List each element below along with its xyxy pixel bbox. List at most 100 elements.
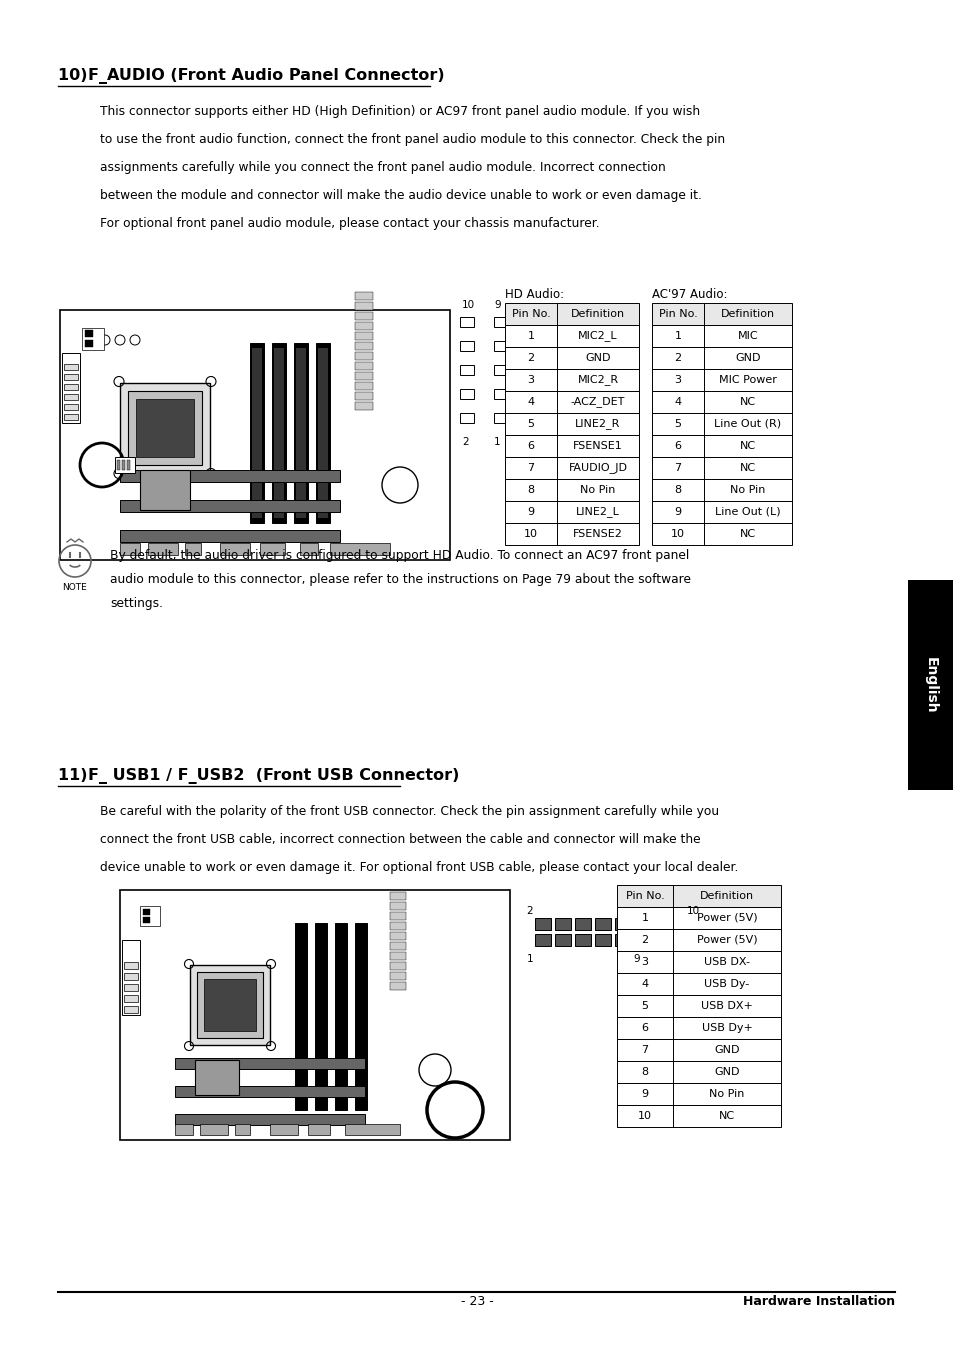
Bar: [355, 302, 373, 310]
Bar: [617, 1105, 781, 1127]
Text: MIC2_R: MIC2_R: [577, 375, 618, 386]
Text: No Pin: No Pin: [709, 1089, 744, 1099]
Text: 7: 7: [640, 1045, 648, 1055]
Bar: [120, 470, 339, 482]
Bar: [651, 435, 791, 458]
Text: 6: 6: [640, 1024, 648, 1033]
Text: English: English: [923, 657, 937, 714]
Bar: [200, 1124, 228, 1135]
Bar: [355, 393, 373, 399]
Text: No Pin: No Pin: [730, 485, 765, 496]
Text: 1: 1: [494, 437, 500, 447]
Text: NC: NC: [740, 529, 756, 539]
Text: Pin No.: Pin No.: [658, 309, 697, 320]
Bar: [355, 382, 373, 390]
Text: 5: 5: [527, 418, 534, 429]
Text: 10: 10: [461, 301, 475, 310]
Bar: [196, 972, 263, 1039]
Bar: [355, 372, 373, 380]
Bar: [575, 934, 590, 946]
Text: audio module to this connector, please refer to the instructions on Page 79 abou: audio module to this connector, please r…: [110, 573, 690, 586]
Text: FAUDIO_JD: FAUDIO_JD: [568, 463, 627, 474]
Bar: [390, 892, 406, 900]
Bar: [617, 995, 781, 1017]
Text: assignments carefully while you connect the front panel audio module. Incorrect : assignments carefully while you connect …: [100, 161, 665, 175]
Bar: [494, 389, 507, 399]
Bar: [64, 364, 78, 370]
Text: 1: 1: [640, 913, 648, 923]
Bar: [345, 1124, 399, 1135]
Bar: [575, 918, 590, 930]
Text: 8: 8: [674, 485, 680, 496]
Bar: [651, 501, 791, 523]
Bar: [85, 330, 92, 337]
Bar: [535, 934, 551, 946]
Bar: [555, 934, 571, 946]
Bar: [390, 961, 406, 969]
Text: Power (5V): Power (5V): [696, 913, 757, 923]
Bar: [64, 385, 78, 390]
Bar: [504, 435, 639, 458]
Text: NC: NC: [719, 1112, 735, 1121]
Bar: [494, 366, 507, 375]
Text: F_AUDIO (Front Audio Panel Connector): F_AUDIO (Front Audio Panel Connector): [88, 68, 444, 84]
Bar: [651, 391, 791, 413]
Text: Power (5V): Power (5V): [696, 936, 757, 945]
Bar: [190, 965, 270, 1045]
Text: This connector supports either HD (High Definition) or AC97 front panel audio mo: This connector supports either HD (High …: [100, 106, 700, 118]
Bar: [117, 460, 120, 470]
Bar: [617, 1083, 781, 1105]
Text: 8: 8: [527, 485, 534, 496]
Bar: [355, 922, 367, 1110]
Bar: [62, 352, 80, 422]
Text: Line Out (L): Line Out (L): [715, 506, 780, 517]
Bar: [120, 500, 339, 512]
Bar: [204, 979, 255, 1030]
Text: 2: 2: [674, 353, 680, 363]
Bar: [504, 501, 639, 523]
Bar: [617, 951, 781, 974]
Bar: [295, 348, 306, 517]
Bar: [651, 458, 791, 479]
Bar: [127, 460, 130, 470]
Text: between the module and connector will make the audio device unable to work or ev: between the module and connector will ma…: [100, 190, 701, 202]
Bar: [120, 529, 339, 542]
Bar: [390, 952, 406, 960]
Text: AC'97 Audio:: AC'97 Audio:: [651, 288, 727, 301]
Text: 7: 7: [674, 463, 680, 473]
Text: LINE2_L: LINE2_L: [576, 506, 619, 517]
Text: 3: 3: [640, 957, 648, 967]
Bar: [314, 922, 327, 1110]
Bar: [122, 460, 125, 470]
Bar: [504, 523, 639, 546]
Bar: [250, 343, 264, 523]
Text: 3: 3: [527, 375, 534, 385]
Bar: [174, 1057, 365, 1070]
Text: Hardware Installation: Hardware Installation: [742, 1294, 894, 1308]
Text: USB DX-: USB DX-: [703, 957, 749, 967]
Bar: [85, 340, 92, 347]
Bar: [355, 402, 373, 410]
Text: 1: 1: [527, 330, 534, 341]
Bar: [308, 1124, 330, 1135]
Bar: [234, 1124, 250, 1135]
Bar: [220, 543, 250, 555]
Text: MIC Power: MIC Power: [719, 375, 776, 385]
Text: Pin No.: Pin No.: [625, 891, 663, 900]
Bar: [272, 343, 286, 523]
Bar: [651, 325, 791, 347]
Bar: [504, 303, 639, 325]
Bar: [651, 479, 791, 501]
Text: HD Audio:: HD Audio:: [504, 288, 563, 301]
Text: GND: GND: [584, 353, 610, 363]
Bar: [459, 317, 474, 328]
Bar: [82, 328, 104, 349]
Bar: [355, 311, 373, 320]
Bar: [270, 1124, 297, 1135]
Bar: [274, 348, 284, 517]
Bar: [504, 325, 639, 347]
Text: 6: 6: [674, 441, 680, 451]
Text: 9: 9: [494, 301, 500, 310]
Bar: [355, 332, 373, 340]
Text: USB DX+: USB DX+: [700, 1001, 752, 1011]
